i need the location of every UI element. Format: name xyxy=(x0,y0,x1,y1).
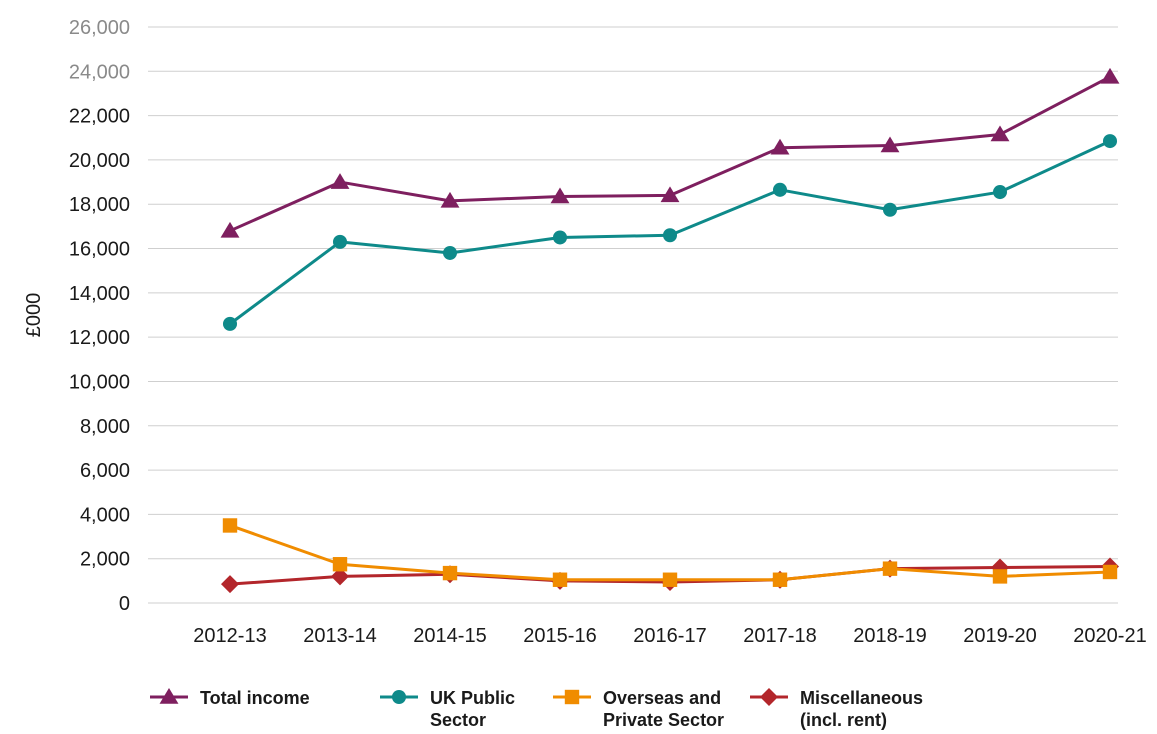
data-point xyxy=(1102,564,1118,580)
y-tick-label: 2,000 xyxy=(80,549,130,571)
data-point xyxy=(990,125,1010,142)
y-axis-ticks: 0 2,000 4,000 6,000 8,000 10,000 12,000 14,000 1… xyxy=(69,17,130,615)
series-lines xyxy=(220,67,1120,594)
data-point xyxy=(1102,134,1118,149)
x-tick-label: 2018-19 xyxy=(853,625,926,647)
y-tick-label: 4,000 xyxy=(80,504,130,526)
legend-label: Total income xyxy=(200,688,310,708)
y-tick-label: 18,000 xyxy=(69,194,130,216)
y-tick-label: 22,000 xyxy=(69,106,130,128)
data-point xyxy=(221,575,239,594)
data-point xyxy=(442,245,458,260)
data-point xyxy=(550,187,570,204)
data-point xyxy=(222,518,238,533)
legend-item-total-income: Total income xyxy=(150,688,310,708)
y-tick-label: 10,000 xyxy=(69,371,130,393)
legend-label: Sector xyxy=(430,710,486,730)
legend-label: Overseas and xyxy=(603,688,721,708)
data-point xyxy=(552,572,568,587)
data-point xyxy=(882,202,898,217)
y-tick-label: 8,000 xyxy=(80,416,130,438)
data-point xyxy=(992,569,1008,584)
series-line xyxy=(229,75,1111,233)
data-point xyxy=(330,173,350,189)
x-tick-label: 2014-15 xyxy=(413,625,486,647)
legend-item-miscellaneous-incl-rent: Miscellaneous(incl. rent) xyxy=(750,688,923,730)
data-point xyxy=(552,230,568,245)
y-tick-label: 26,000 xyxy=(69,17,130,39)
data-point xyxy=(662,572,678,587)
series-overseas-and-private-sector xyxy=(222,518,1118,587)
legend-marker xyxy=(760,688,778,706)
data-point xyxy=(442,565,458,581)
data-point xyxy=(662,228,678,243)
y-tick-label: 12,000 xyxy=(69,327,130,349)
data-point xyxy=(332,234,348,249)
legend-label: Miscellaneous xyxy=(800,688,923,708)
x-tick-label: 2016-17 xyxy=(633,625,706,647)
x-tick-label: 2017-18 xyxy=(743,625,816,647)
y-tick-label: 14,000 xyxy=(69,283,130,305)
legend-label: (incl. rent) xyxy=(800,710,887,730)
gridlines xyxy=(148,26,1118,604)
y-tick-label: 24,000 xyxy=(69,61,130,83)
y-tick-label: 16,000 xyxy=(69,239,130,261)
x-axis-ticks: 2012-13 2013-14 2014-15 2015-16 2016-17 2017-… xyxy=(193,625,1146,647)
data-point xyxy=(770,138,790,155)
x-tick-label: 2020-21 xyxy=(1073,625,1146,647)
data-point xyxy=(880,136,900,153)
data-point xyxy=(660,186,680,203)
legend-marker xyxy=(159,688,179,704)
x-tick-label: 2012-13 xyxy=(193,625,266,647)
y-axis-label: £000 xyxy=(23,293,45,338)
y-tick-label: 6,000 xyxy=(80,460,130,482)
data-point xyxy=(772,572,788,587)
legend-marker xyxy=(564,689,580,705)
y-tick-label: 20,000 xyxy=(69,150,130,172)
data-point xyxy=(331,567,349,586)
series-total-income xyxy=(220,67,1120,238)
legend-label: UK Public xyxy=(430,688,515,708)
data-point xyxy=(440,191,460,208)
x-tick-label: 2015-16 xyxy=(523,625,596,647)
data-point xyxy=(992,185,1008,200)
data-point xyxy=(882,561,898,576)
series-line xyxy=(229,524,1111,582)
data-point xyxy=(222,316,238,331)
series-uk-public-sector xyxy=(222,134,1118,331)
legend-label: Private Sector xyxy=(603,710,724,730)
data-point xyxy=(332,557,348,572)
y-tick-label: 0 xyxy=(119,593,130,615)
data-point xyxy=(1100,67,1120,84)
x-tick-label: 2013-14 xyxy=(303,625,376,647)
x-tick-label: 2019-20 xyxy=(963,625,1036,647)
data-point xyxy=(220,221,240,238)
legend-marker xyxy=(391,689,407,705)
data-point xyxy=(772,182,788,197)
